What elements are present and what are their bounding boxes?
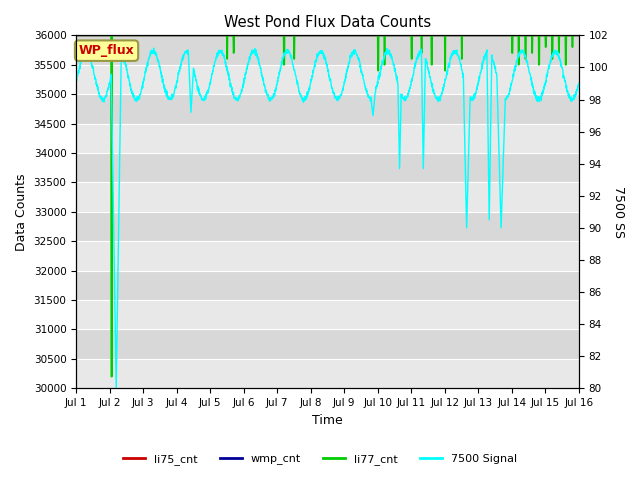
Bar bbox=[76, 182, 579, 212]
Bar bbox=[76, 123, 579, 153]
Bar bbox=[76, 359, 579, 388]
Bar bbox=[76, 300, 579, 329]
X-axis label: Time: Time bbox=[312, 414, 343, 427]
Bar bbox=[76, 153, 579, 182]
Bar bbox=[76, 271, 579, 300]
Y-axis label: Data Counts: Data Counts bbox=[15, 173, 28, 251]
Bar bbox=[76, 241, 579, 271]
Legend: li75_cnt, wmp_cnt, li77_cnt, 7500 Signal: li75_cnt, wmp_cnt, li77_cnt, 7500 Signal bbox=[118, 450, 522, 469]
Bar bbox=[76, 212, 579, 241]
Text: WP_flux: WP_flux bbox=[79, 44, 134, 57]
Y-axis label: 7500 SS: 7500 SS bbox=[612, 186, 625, 238]
Bar bbox=[76, 329, 579, 359]
Bar bbox=[76, 65, 579, 94]
Bar bbox=[76, 36, 579, 65]
Title: West Pond Flux Data Counts: West Pond Flux Data Counts bbox=[224, 15, 431, 30]
Bar bbox=[76, 94, 579, 123]
